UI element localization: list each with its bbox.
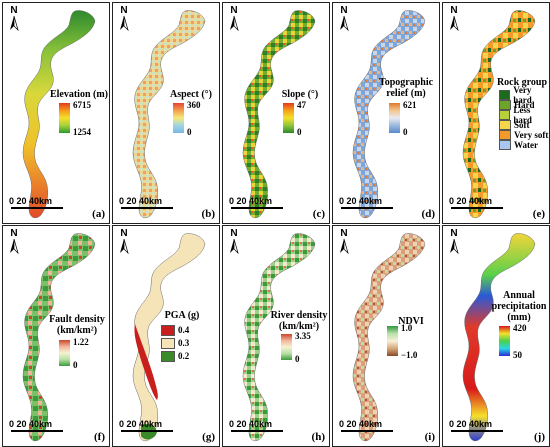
elevation-max: 6715 bbox=[73, 100, 91, 110]
scale-bar: 0 20 40km bbox=[229, 196, 289, 212]
ndvi-map bbox=[352, 233, 426, 442]
legend-item: Very soft bbox=[499, 130, 549, 140]
river-colorbar bbox=[281, 334, 292, 360]
elevation-map bbox=[22, 10, 96, 219]
river-max: 3.35 bbox=[295, 331, 311, 341]
panel-elevation: N Elevation (m) 6715 1254 0 20 40km (a) bbox=[2, 2, 110, 224]
aspect-max: 360 bbox=[187, 100, 201, 110]
pga-legend-title: PGA (g) bbox=[164, 310, 200, 321]
ndvi-colorbar bbox=[387, 326, 398, 356]
ndvi-max: 1.0 bbox=[401, 323, 413, 333]
north-arrow-icon: N bbox=[447, 228, 461, 255]
scale-bar: 0 20 40km bbox=[119, 419, 179, 435]
relief-legend-title: Topographic relief (m) bbox=[378, 77, 434, 99]
precipitation-map bbox=[462, 233, 536, 442]
fault-legend-title: Fault density (km/km²) bbox=[49, 314, 105, 336]
slope-min: 0 bbox=[297, 127, 302, 137]
slope-legend-title: Slope (°) bbox=[281, 89, 319, 100]
relief-max: 621 bbox=[403, 100, 417, 110]
panel-rock-group: N Rock group Very hard Hard Less hard So… bbox=[442, 2, 550, 224]
rock-group-legend: Very hard Hard Less hard Soft Very soft … bbox=[499, 85, 549, 150]
panel-aspect: N Aspect (°) 360 0 0 20 40km (b) bbox=[112, 2, 220, 224]
panel-label-f: (f) bbox=[94, 431, 105, 443]
panel-river-density: N River density (km/km²) 3.35 0 0 20 40k… bbox=[222, 225, 330, 447]
scale-bar: 0 20 40km bbox=[9, 196, 69, 212]
legend-item: Less hard bbox=[499, 105, 549, 125]
scale-bar: 0 20 40km bbox=[119, 196, 179, 212]
pga-legend: 0.4 0.3 0.2 bbox=[161, 324, 189, 363]
river-density-map bbox=[242, 233, 316, 442]
panel-label-a: (a) bbox=[92, 208, 105, 220]
scale-bar: 0 20 40km bbox=[229, 419, 289, 435]
ndvi-legend-title: NDVI bbox=[398, 316, 424, 327]
fault-min: 0 bbox=[73, 360, 78, 370]
panel-label-g: (g) bbox=[202, 431, 215, 443]
legend-item: 0.4 bbox=[161, 324, 189, 337]
river-legend-title: River density (km/km²) bbox=[270, 310, 328, 332]
north-arrow-icon: N bbox=[227, 5, 241, 32]
panel-fault-density: N Fault density (km/km²) 1.22 0 0 20 40k… bbox=[2, 225, 110, 447]
legend-item: Soft bbox=[499, 120, 549, 130]
fault-density-map bbox=[22, 233, 96, 442]
slope-map bbox=[242, 10, 316, 219]
panel-label-i: (i) bbox=[424, 431, 435, 443]
north-arrow-icon: N bbox=[227, 228, 241, 255]
legend-item: Very hard bbox=[499, 85, 549, 105]
north-arrow-icon: N bbox=[447, 5, 461, 32]
north-arrow-icon: N bbox=[337, 228, 351, 255]
scale-bar: 0 20 40km bbox=[449, 196, 509, 212]
precip-max: 420 bbox=[513, 323, 527, 333]
panel-slope: N Slope (°) 47 0 0 20 40km (c) bbox=[222, 2, 330, 224]
north-arrow-icon: N bbox=[337, 5, 351, 32]
elevation-min: 1254 bbox=[73, 127, 91, 137]
scale-bar: 0 20 40km bbox=[9, 419, 69, 435]
slope-colorbar bbox=[283, 103, 294, 133]
relief-map bbox=[352, 10, 426, 219]
legend-item: 0.3 bbox=[161, 337, 189, 350]
panel-label-d: (d) bbox=[421, 208, 435, 220]
panel-label-e: (e) bbox=[532, 208, 545, 220]
precip-min: 50 bbox=[513, 350, 522, 360]
panel-topographic-relief: N Topographic relief (m) 621 0 0 20 40km… bbox=[332, 2, 440, 224]
fault-colorbar bbox=[59, 340, 70, 366]
slope-max: 47 bbox=[297, 100, 306, 110]
panel-pga: N PGA (g) 0.4 0.3 0.2 0 20 40km (g) bbox=[112, 225, 220, 447]
precip-colorbar bbox=[499, 326, 510, 356]
legend-item: Hard bbox=[499, 100, 549, 110]
elevation-colorbar bbox=[59, 103, 70, 133]
north-arrow-icon: N bbox=[7, 5, 21, 32]
panel-label-h: (h) bbox=[311, 431, 325, 443]
scale-bar: 0 20 40km bbox=[339, 419, 399, 435]
relief-min: 0 bbox=[403, 127, 408, 137]
scale-bar: 0 20 40km bbox=[449, 419, 509, 435]
north-arrow-icon: N bbox=[7, 228, 21, 255]
north-arrow-icon: N bbox=[117, 5, 131, 32]
legend-item: 0.2 bbox=[161, 350, 189, 363]
scale-bar: 0 20 40km bbox=[339, 196, 399, 212]
study-area-elevation bbox=[22, 10, 96, 219]
panel-label-c: (c) bbox=[312, 208, 325, 220]
panel-label-j: (j) bbox=[534, 431, 545, 443]
aspect-map bbox=[132, 10, 206, 219]
panel-annual-precipitation: N Annual precipitation (mm) 420 50 0 20 … bbox=[442, 225, 550, 447]
relief-colorbar bbox=[389, 103, 400, 133]
north-arrow-icon: N bbox=[117, 228, 131, 255]
aspect-colorbar bbox=[173, 103, 184, 133]
fault-max: 1.22 bbox=[73, 337, 89, 347]
elevation-legend-title: Elevation (m) bbox=[49, 89, 109, 100]
rock-group-map bbox=[462, 10, 536, 219]
aspect-min: 0 bbox=[187, 127, 192, 137]
legend-item: Water bbox=[499, 140, 549, 150]
panel-ndvi: N NDVI 1.0 −1.0 0 20 40km (i) bbox=[332, 225, 440, 447]
precip-legend-title: Annual precipitation (mm) bbox=[491, 290, 547, 323]
aspect-legend-title: Aspect (°) bbox=[169, 89, 213, 100]
ndvi-min: −1.0 bbox=[401, 350, 418, 360]
river-min: 0 bbox=[295, 354, 300, 364]
pga-map bbox=[132, 233, 206, 442]
panel-label-b: (b) bbox=[201, 208, 215, 220]
rock-legend-title: Rock group bbox=[496, 77, 548, 88]
